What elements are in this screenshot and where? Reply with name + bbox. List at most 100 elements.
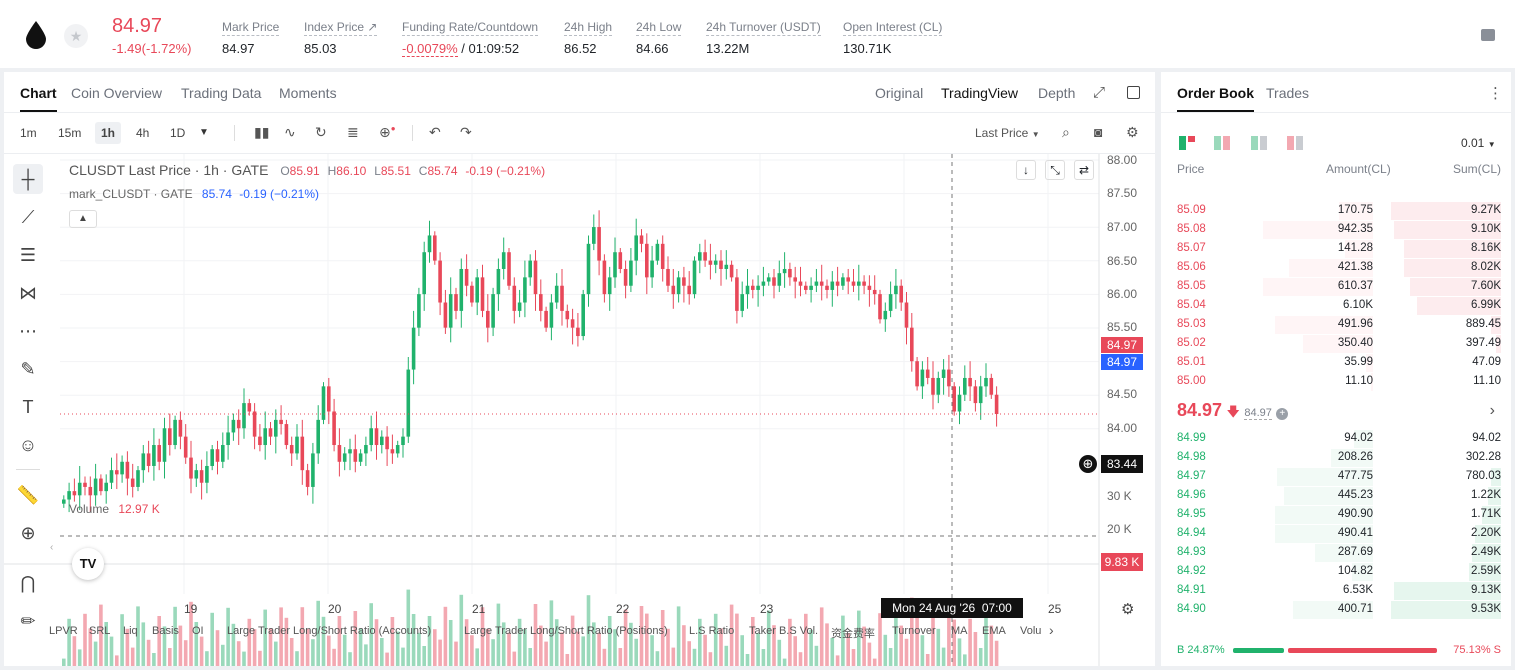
timeframe-1d[interactable]: 1D [170,126,186,140]
view-asks-icon[interactable] [1287,136,1303,150]
indicator-ema[interactable]: EMA [982,625,1006,637]
favorite-star-icon[interactable]: ★ [64,24,88,48]
indicators-icon[interactable]: ∿ [284,124,296,140]
candle-body [698,252,702,261]
view-depth[interactable]: Depth [1038,85,1076,101]
price-chart[interactable] [4,154,1155,666]
candle-type-icon[interactable]: ▮▮ [254,124,270,140]
indicator-ls-accounts[interactable]: Large Trader Long/Short Ratio (Accounts) [227,625,432,637]
brush-tool-icon[interactable]: ✎ [20,359,36,379]
precision-select[interactable]: 0.01 ▼ [1461,136,1496,150]
undo-icon[interactable]: ↶ [429,124,441,140]
camera-icon[interactable]: ◙ [1094,124,1103,140]
indicator-ls-ratio[interactable]: L.S Ratio [689,625,735,637]
indicator-basis[interactable]: Basis [152,625,179,637]
search-icon[interactable]: ⌕ [1062,124,1070,140]
indicator-volume[interactable]: Volu [1020,625,1042,637]
fib-tool-icon[interactable]: ⋯ [19,321,37,341]
tab-moments[interactable]: Moments [279,85,337,101]
horizontal-lines-tool-icon[interactable]: ☰ [19,245,37,265]
window-icon[interactable] [1127,86,1140,99]
ruler-tool-icon[interactable]: 📏 [16,485,40,505]
ask-row[interactable]: 85.01 35.99 47.09 [1177,354,1501,373]
bid-row[interactable]: 84.99 94.02 94.02 [1177,430,1501,449]
bid-row[interactable]: 84.98 208.26 302.28 [1177,449,1501,468]
fullscreen-button[interactable]: ⤡ [1045,160,1065,180]
replay-icon[interactable]: ↻ [315,124,327,140]
ask-row[interactable]: 85.03 491.96 889.45 [1177,316,1501,335]
pattern-tool-icon[interactable]: ⋈ [19,283,37,303]
bid-row[interactable]: 84.93 287.69 2.49K [1177,544,1501,563]
ask-row[interactable]: 85.00 11.10 11.10 [1177,373,1501,392]
crosshair-tool-icon[interactable]: ┼ [13,164,43,194]
text-tool-icon[interactable]: T [22,397,34,417]
indicator-lpvr[interactable]: LPVR [49,625,78,637]
ask-row[interactable]: 85.04 6.10K 6.99K [1177,297,1501,316]
timeframe-15m[interactable]: 15m [58,126,82,140]
crosshair-add-button[interactable]: ⊕ [1079,455,1097,473]
tradingview-logo[interactable]: TV [72,548,104,580]
timeframe-dropdown-icon[interactable]: ▼ [199,127,209,138]
indicator-srl[interactable]: SRL [89,625,111,637]
trend-line-tool-icon[interactable]: ⟋ [21,207,35,227]
tab-chart[interactable]: Chart [20,85,57,112]
ask-row[interactable]: 85.06 421.38 8.02K [1177,259,1501,278]
candle-body [745,285,750,295]
bid-row[interactable]: 84.95 490.90 1.71K [1177,506,1501,525]
tab-order-book[interactable]: Order Book [1177,85,1255,112]
indicator-ls-positions[interactable]: Large Trader Long/Short Ratio (Positions… [464,625,668,637]
stat-index-price[interactable]: Index Price ↗ 85.03 [304,20,378,56]
bid-row[interactable]: 84.97 477.75 780.03 [1177,468,1501,487]
expand-icon[interactable]: ⤢ [1093,84,1106,101]
scroll-down-button[interactable]: ↓ [1016,160,1036,180]
ask-row[interactable]: 85.09 170.75 9.27K [1177,202,1501,221]
book-icon[interactable] [1481,29,1495,41]
view-bids-icon[interactable] [1251,136,1267,150]
scroll-left-icon[interactable]: ‹ [50,542,54,553]
indicator-taker-vol[interactable]: Taker B.S Vol. [749,625,819,637]
ask-row[interactable]: 85.05 610.37 7.60K [1177,278,1501,297]
view-split-icon[interactable] [1214,136,1230,150]
indicator-oi[interactable]: OI [192,625,204,637]
collapse-legend-button[interactable]: ▲ [69,210,97,228]
sync-button[interactable]: ⇄ [1074,160,1094,180]
volume-bar [576,631,580,666]
indicators-next-icon[interactable]: › [1049,622,1054,638]
view-both-icon[interactable] [1179,136,1195,150]
ask-row[interactable]: 85.08 942.35 9.10K [1177,221,1501,240]
bid-row[interactable]: 84.94 490.41 2.20K [1177,525,1501,544]
magnet-tool-icon[interactable]: ⋂ [20,573,36,593]
candle-body [342,453,347,462]
view-tradingview[interactable]: TradingView [941,85,1019,101]
axis-settings-icon[interactable]: ⚙ [1121,601,1135,618]
volume-bar [814,645,819,666]
bid-row[interactable]: 84.91 6.53K 9.13K [1177,582,1501,601]
timeframe-4h[interactable]: 4h [136,126,150,140]
timeframe-1m[interactable]: 1m [20,126,37,140]
price-source-select[interactable]: Last Price ▼ [975,126,1040,140]
indicator-liq[interactable]: Liq [123,625,138,637]
ask-row[interactable]: 85.07 141.28 8.16K [1177,240,1501,259]
tab-trades[interactable]: Trades [1266,85,1310,101]
templates-icon[interactable]: ≣ [347,124,359,140]
more-menu-icon[interactable]: ⋮ [1488,85,1503,102]
redo-icon[interactable]: ↷ [460,124,472,140]
indicator-ma[interactable]: MA [951,625,968,637]
add-alert-icon[interactable]: ⊕● [379,124,396,140]
zoom-tool-icon[interactable]: ⊕ [20,523,36,543]
ask-row[interactable]: 85.02 350.40 397.49 [1177,335,1501,354]
tab-coin-overview[interactable]: Coin Overview [71,85,163,101]
indicator-funding[interactable]: 资金费率 [831,628,875,640]
volume-bar [332,648,336,666]
bid-row[interactable]: 84.92 104.82 2.59K [1177,563,1501,582]
bid-row[interactable]: 84.90 400.71 9.53K [1177,601,1501,620]
timeframe-1h[interactable]: 1h [95,122,122,144]
emoji-tool-icon[interactable]: ☺ [18,435,38,455]
mid-price-row[interactable]: 84.97 🡇 84.97 + › [1177,400,1501,422]
settings-gear-icon[interactable]: ⚙ [1126,124,1139,140]
view-original[interactable]: Original [875,85,924,101]
pencil-lock-icon[interactable]: ✏ [20,611,36,631]
indicator-turnover[interactable]: Turnover [892,625,936,637]
tab-trading-data[interactable]: Trading Data [181,85,262,101]
bid-row[interactable]: 84.96 445.23 1.22K [1177,487,1501,506]
